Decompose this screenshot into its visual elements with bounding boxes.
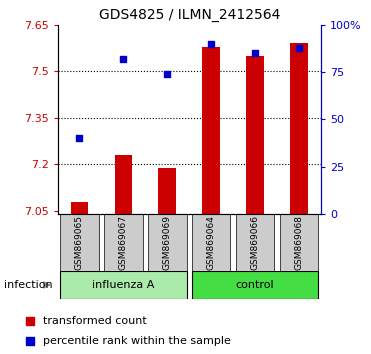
- Text: GSM869068: GSM869068: [295, 215, 303, 270]
- Point: [252, 50, 258, 56]
- Text: GSM869067: GSM869067: [119, 215, 128, 270]
- Bar: [203, 46, 220, 214]
- Text: GSM869065: GSM869065: [75, 215, 84, 270]
- Bar: [280, 214, 318, 271]
- Title: GDS4825 / ILMN_2412564: GDS4825 / ILMN_2412564: [99, 8, 280, 22]
- Bar: [71, 202, 88, 214]
- Bar: [60, 271, 187, 299]
- Bar: [115, 155, 132, 214]
- Text: transformed count: transformed count: [43, 315, 147, 326]
- Point: [164, 71, 170, 77]
- Text: influenza A: influenza A: [92, 280, 155, 290]
- Bar: [290, 44, 308, 214]
- Bar: [192, 214, 230, 271]
- Bar: [192, 271, 318, 299]
- Text: infection: infection: [4, 280, 52, 290]
- Text: GSM869064: GSM869064: [207, 215, 216, 270]
- Text: percentile rank within the sample: percentile rank within the sample: [43, 336, 230, 346]
- Text: control: control: [236, 280, 275, 290]
- Point: [121, 56, 127, 62]
- Text: GSM869066: GSM869066: [250, 215, 260, 270]
- Bar: [104, 214, 143, 271]
- Bar: [246, 56, 264, 214]
- Bar: [236, 214, 275, 271]
- Bar: [60, 214, 99, 271]
- Text: GSM869069: GSM869069: [163, 215, 172, 270]
- Point: [296, 45, 302, 50]
- Point: [76, 136, 82, 141]
- Bar: [158, 167, 176, 214]
- Point: [208, 41, 214, 46]
- Bar: [148, 214, 187, 271]
